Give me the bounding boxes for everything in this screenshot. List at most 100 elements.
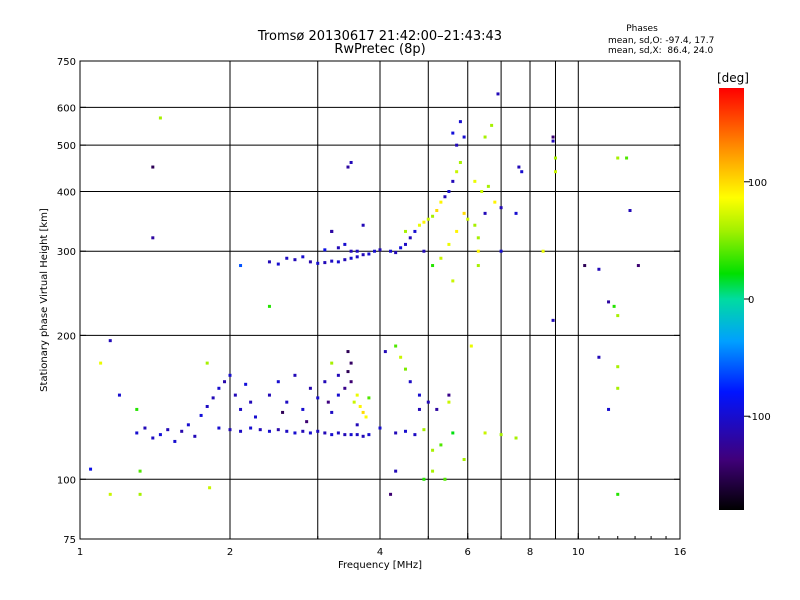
data-point bbox=[616, 492, 620, 496]
data-point bbox=[323, 431, 327, 435]
data-point bbox=[378, 426, 382, 430]
data-point bbox=[330, 361, 334, 365]
data-point bbox=[628, 209, 632, 213]
data-point bbox=[455, 170, 459, 174]
data-point bbox=[469, 344, 473, 348]
data-point bbox=[301, 407, 305, 411]
colorbar-tick-label: -100 bbox=[748, 412, 771, 423]
data-point bbox=[349, 256, 353, 260]
legend-o-stats: mean, sd,O: -97.4, 17.7 bbox=[608, 36, 714, 46]
data-point bbox=[616, 365, 620, 369]
colorbar-ticks: 100 0 -100 bbox=[744, 178, 771, 423]
data-point bbox=[422, 249, 426, 253]
chart-title: Tromsø 20130617 21:42:00–21:43:43 bbox=[257, 29, 502, 44]
data-point bbox=[326, 400, 330, 404]
data-point bbox=[349, 160, 353, 164]
data-point bbox=[443, 477, 447, 481]
data-point bbox=[499, 433, 503, 437]
data-point bbox=[258, 428, 262, 432]
data-point bbox=[267, 429, 271, 433]
data-point bbox=[336, 373, 340, 377]
data-point bbox=[476, 249, 480, 253]
data-point bbox=[447, 189, 451, 193]
data-point bbox=[151, 436, 155, 440]
data-point bbox=[158, 433, 162, 437]
data-point bbox=[553, 156, 557, 160]
data-point bbox=[249, 400, 253, 404]
data-point bbox=[281, 410, 285, 414]
data-point bbox=[408, 380, 412, 384]
data-point bbox=[330, 410, 334, 414]
y-tick-label: 750 bbox=[57, 57, 76, 68]
data-point bbox=[330, 259, 334, 263]
x-tick-label: 10 bbox=[572, 547, 585, 558]
data-point bbox=[378, 248, 382, 252]
data-point bbox=[249, 426, 253, 430]
data-point bbox=[435, 209, 439, 213]
data-point bbox=[336, 393, 340, 397]
data-point bbox=[607, 407, 611, 411]
y-tick-label: 75 bbox=[63, 535, 76, 546]
data-point bbox=[422, 428, 426, 432]
x-tick-label: 8 bbox=[527, 547, 533, 558]
data-point bbox=[476, 236, 480, 240]
data-point bbox=[217, 386, 221, 390]
data-point bbox=[239, 264, 243, 268]
data-point bbox=[233, 393, 237, 397]
data-point bbox=[431, 469, 435, 473]
data-point bbox=[616, 156, 620, 160]
data-point bbox=[267, 393, 271, 397]
data-point bbox=[394, 344, 398, 348]
data-point bbox=[426, 217, 430, 221]
data-point bbox=[180, 429, 184, 433]
x-tick-label: 16 bbox=[674, 547, 687, 558]
data-point bbox=[135, 407, 139, 411]
data-point bbox=[361, 410, 365, 414]
data-point bbox=[431, 448, 435, 452]
data-point bbox=[355, 423, 359, 427]
data-point bbox=[316, 396, 320, 400]
data-point bbox=[612, 304, 616, 308]
y-tick-label: 400 bbox=[57, 187, 76, 198]
colorbar-tick-label: 0 bbox=[748, 295, 754, 306]
legend-x-stats: mean, sd,X: 86.4, 24.0 bbox=[608, 46, 714, 56]
data-point bbox=[173, 439, 177, 443]
data-point bbox=[349, 361, 353, 365]
data-point bbox=[597, 267, 601, 271]
data-point bbox=[422, 220, 426, 224]
grid-lines bbox=[80, 61, 680, 539]
data-point bbox=[293, 431, 297, 435]
data-point bbox=[462, 457, 466, 461]
data-point bbox=[308, 260, 312, 264]
data-point bbox=[316, 429, 320, 433]
data-point bbox=[323, 380, 327, 384]
data-point bbox=[223, 380, 227, 384]
data-point bbox=[239, 429, 243, 433]
data-point bbox=[293, 373, 297, 377]
data-point bbox=[205, 361, 209, 365]
data-point bbox=[439, 256, 443, 260]
data-point bbox=[349, 433, 353, 437]
data-point bbox=[205, 404, 209, 408]
data-point bbox=[389, 492, 393, 496]
data-point bbox=[199, 413, 203, 417]
data-point bbox=[451, 131, 455, 135]
data-point bbox=[597, 355, 601, 359]
data-point bbox=[422, 477, 426, 481]
chart-subtitle: RwPretec (8p) bbox=[334, 42, 425, 57]
data-point bbox=[514, 211, 518, 215]
data-point bbox=[330, 433, 334, 437]
data-point bbox=[553, 170, 557, 174]
data-point bbox=[364, 415, 368, 419]
data-point bbox=[473, 179, 477, 183]
data-point bbox=[267, 304, 271, 308]
y-axis-label: Stationary phase Virtual Height [km] bbox=[39, 208, 50, 392]
data-point bbox=[211, 396, 215, 400]
data-point bbox=[355, 393, 359, 397]
data-point bbox=[455, 229, 459, 233]
data-point bbox=[228, 373, 232, 377]
data-point bbox=[330, 229, 334, 233]
data-point bbox=[394, 469, 398, 473]
data-point bbox=[244, 382, 248, 386]
